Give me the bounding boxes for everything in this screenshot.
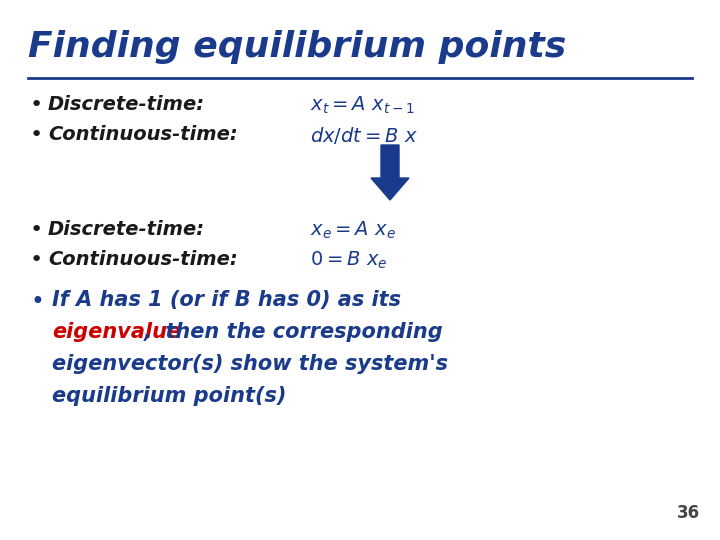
Text: •: • (30, 95, 43, 115)
Text: •: • (30, 220, 43, 240)
Text: equilibrium point(s): equilibrium point(s) (52, 386, 287, 406)
Text: eigenvalue: eigenvalue (52, 322, 181, 342)
Text: Discrete-time:: Discrete-time: (48, 220, 205, 239)
Text: $0 = B\ x_e$: $0 = B\ x_e$ (310, 250, 387, 271)
Text: Continuous-time:: Continuous-time: (48, 250, 238, 269)
Text: If A has 1 (or if B has 0) as its: If A has 1 (or if B has 0) as its (52, 290, 401, 310)
Text: Continuous-time:: Continuous-time: (48, 125, 238, 144)
Text: •: • (30, 290, 44, 314)
Text: •: • (30, 125, 43, 145)
Text: Discrete-time:: Discrete-time: (48, 95, 205, 114)
Text: Finding equilibrium points: Finding equilibrium points (28, 30, 566, 64)
Text: ,  then the corresponding: , then the corresponding (144, 322, 444, 342)
Text: $dx/dt = B\ x$: $dx/dt = B\ x$ (310, 125, 418, 146)
Text: $x_t = A\ x_{t-1}$: $x_t = A\ x_{t-1}$ (310, 95, 415, 116)
Text: eigenvector(s) show the system's: eigenvector(s) show the system's (52, 354, 448, 374)
FancyArrow shape (371, 145, 409, 200)
Text: •: • (30, 250, 43, 270)
Text: $x_e = A\ x_e$: $x_e = A\ x_e$ (310, 220, 396, 241)
Text: 36: 36 (677, 504, 700, 522)
